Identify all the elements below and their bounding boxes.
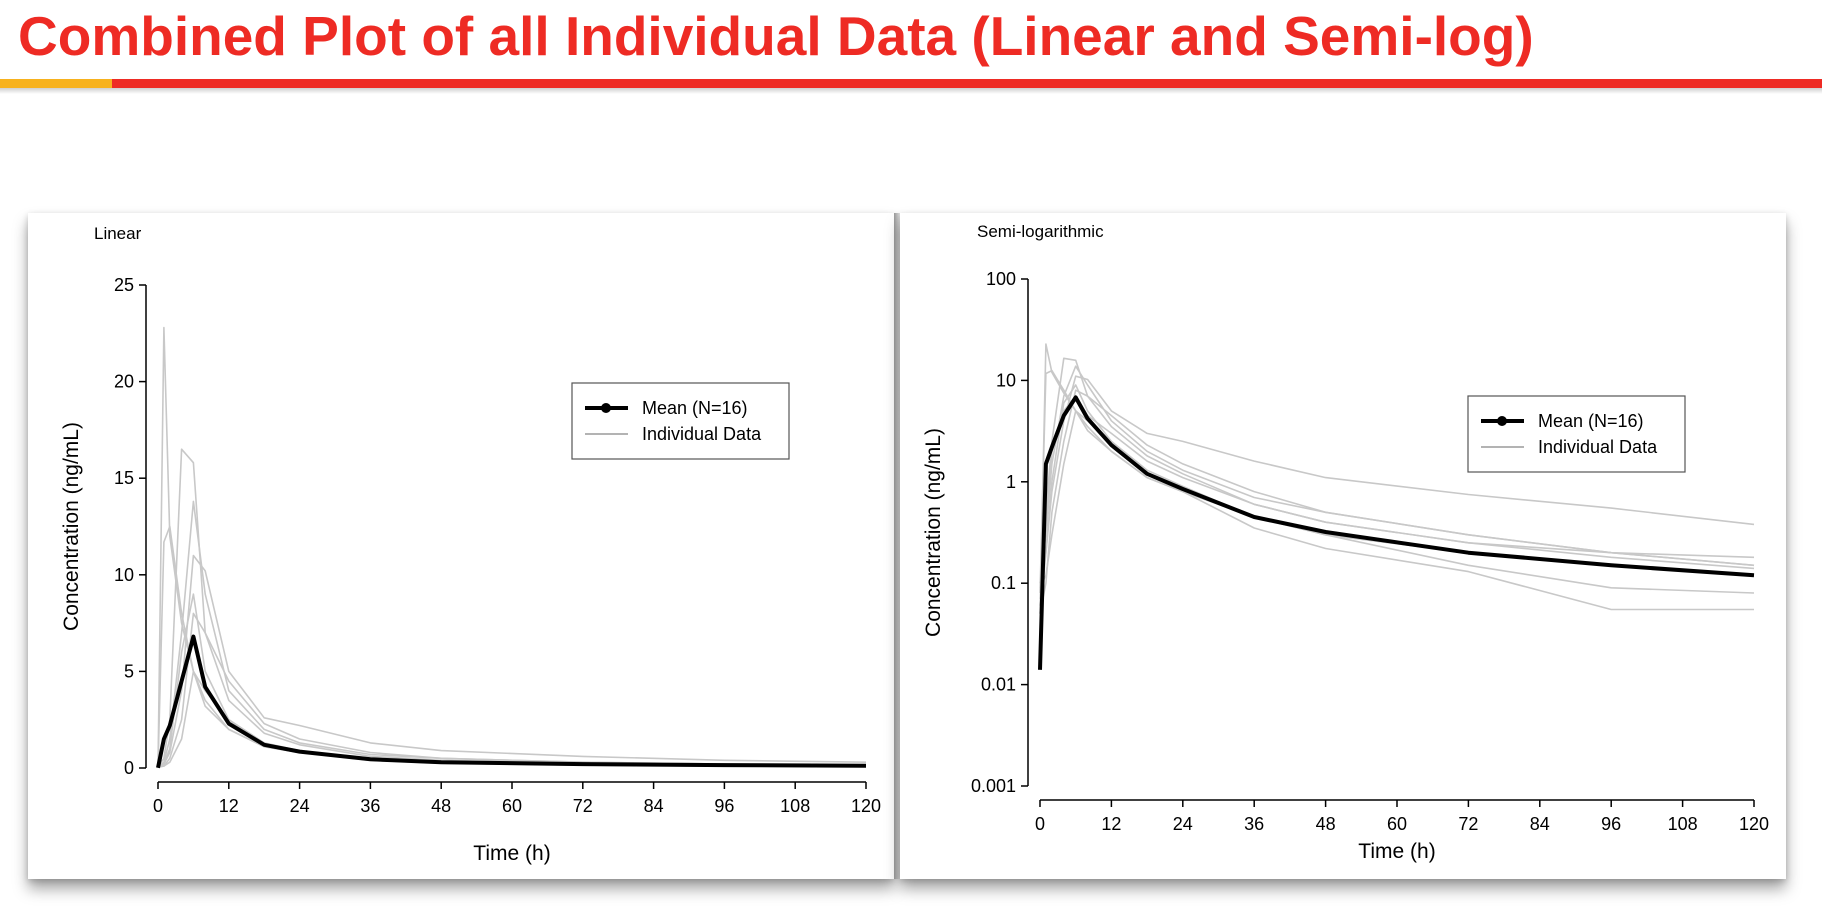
title-rule-shadow <box>0 88 1822 94</box>
x-tick-label: 24 <box>290 796 310 816</box>
legend-individual-label: Individual Data <box>1538 437 1658 457</box>
individual-series-line <box>157 500 867 768</box>
x-tick-label: 24 <box>1173 814 1193 834</box>
legend-mean-label: Mean (N=16) <box>642 398 748 418</box>
individual-series-line <box>157 670 867 768</box>
x-tick-label: 72 <box>573 796 593 816</box>
individual-series-line <box>1039 343 1755 614</box>
x-tick-label: 12 <box>219 796 239 816</box>
x-tick-label: 12 <box>1101 814 1121 834</box>
x-tick-label: 0 <box>1035 814 1045 834</box>
title-rule <box>0 79 1822 88</box>
individual-series-line <box>157 554 867 768</box>
x-tick-label: 84 <box>644 796 664 816</box>
x-tick-label: 36 <box>360 796 380 816</box>
panel-divider <box>894 213 900 879</box>
title-rule-accent <box>0 79 112 88</box>
x-tick-label: 60 <box>502 796 522 816</box>
x-tick-label: 60 <box>1387 814 1407 834</box>
semilog-chart: Semi-logarithmic 0.001 0.01 0.1 1 10 100 0 12 24 3… <box>922 222 1769 863</box>
y-axis-label: Concentration (ng/mL) <box>60 422 83 631</box>
individual-series-line <box>157 525 867 768</box>
y-tick-label: 5 <box>124 661 134 681</box>
y-axis-label: Concentration (ng/mL) <box>922 428 945 637</box>
individual-series-line <box>157 448 867 768</box>
legend-individual-label: Individual Data <box>642 424 762 444</box>
x-tick-label: 36 <box>1244 814 1264 834</box>
x-tick-label: 120 <box>1739 814 1769 834</box>
x-tick-label: 0 <box>153 796 163 816</box>
individual-series-line <box>1039 410 1755 594</box>
y-tick-label: 20 <box>114 372 134 392</box>
y-tick-label: 100 <box>986 269 1016 289</box>
legend-mean-marker <box>1497 416 1507 426</box>
linear-chart: Linear 0 5 10 15 20 25 0 12 24 36 48 60 72 84 96 108 120 T… <box>60 224 881 865</box>
legend-box <box>571 382 790 460</box>
y-tick-label: 0.1 <box>991 573 1016 593</box>
individual-series-line <box>1039 375 1755 600</box>
panel-label: Linear <box>94 224 142 243</box>
x-tick-label: 108 <box>1668 814 1698 834</box>
y-tick-label: 0.001 <box>971 776 1016 796</box>
y-tick-label: 0 <box>124 758 134 778</box>
legend-box <box>1467 395 1686 473</box>
y-tick-label: 1 <box>1006 472 1016 492</box>
legend-mean-marker <box>601 403 611 413</box>
x-tick-label: 48 <box>1316 814 1336 834</box>
mean-series-line <box>1038 395 1755 670</box>
x-tick-label: 48 <box>431 796 451 816</box>
y-tick-label: 25 <box>114 275 134 295</box>
x-tick-label: 96 <box>1601 814 1621 834</box>
semilog-plot-panel: Semi-logarithmic 0.001 0.01 0.1 1 10 100 0 12 24 3… <box>900 213 1786 879</box>
y-tick-label: 0.01 <box>981 675 1016 695</box>
y-tick-label: 10 <box>996 370 1016 390</box>
individual-series-line <box>157 612 867 768</box>
mean-series-line <box>156 634 867 769</box>
individual-series-line <box>157 593 867 768</box>
x-axis-label: Time (h) <box>1358 840 1435 863</box>
x-tick-label: 120 <box>851 796 881 816</box>
x-tick-label: 96 <box>714 796 734 816</box>
legend-mean-label: Mean (N=16) <box>1538 411 1644 431</box>
y-tick-label: 15 <box>114 468 134 488</box>
panel-label: Semi-logarithmic <box>977 222 1104 241</box>
slide-title: Combined Plot of all Individual Data (Li… <box>18 5 1534 67</box>
y-tick-label: 10 <box>114 565 134 585</box>
linear-plot-panel: Linear 0 5 10 15 20 25 0 12 24 36 48 60 72 84 96 108 120 T… <box>28 213 894 879</box>
x-tick-label: 84 <box>1530 814 1550 834</box>
x-tick-label: 72 <box>1458 814 1478 834</box>
individual-series-line <box>1039 389 1755 614</box>
x-tick-label: 108 <box>780 796 810 816</box>
x-axis-label: Time (h) <box>473 842 550 865</box>
